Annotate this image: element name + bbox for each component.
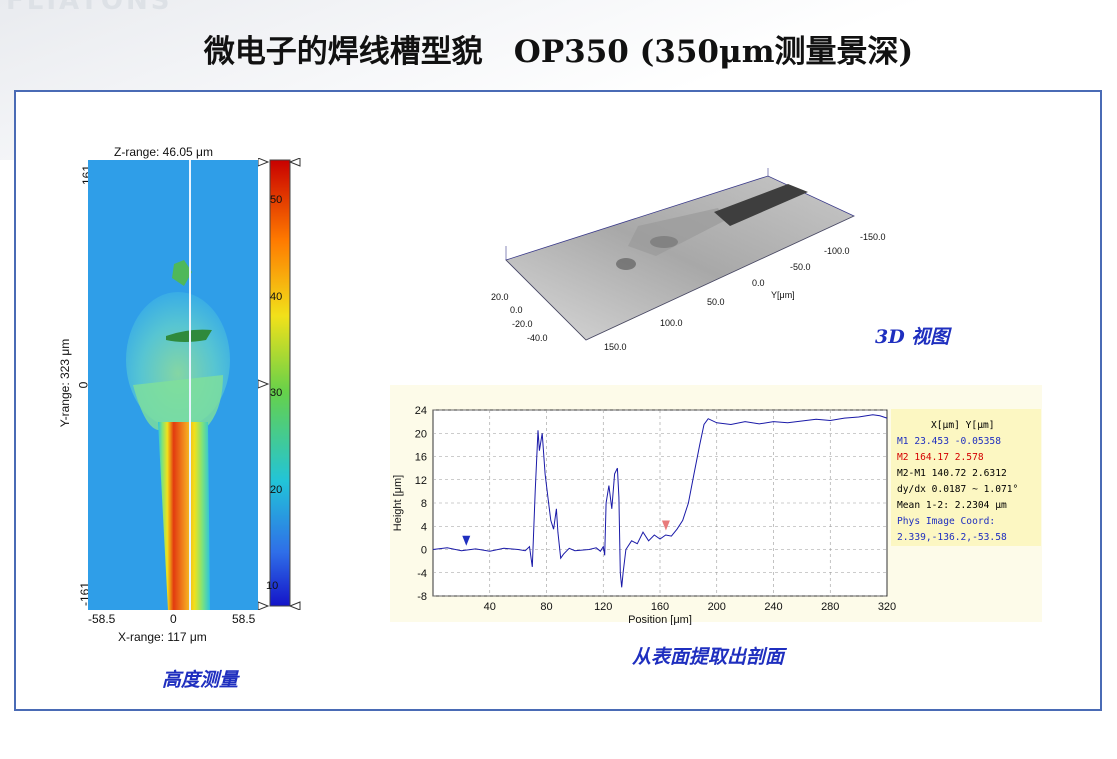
height-map[interactable] — [88, 160, 258, 610]
x-tick-neg58: -58.5 — [88, 612, 116, 626]
x-tick-label: 120 — [594, 601, 612, 613]
info-m2-m1: M2-M1 140.72 2.6312 — [897, 468, 1007, 479]
view3d-y-tick-0: 0.0 — [752, 278, 765, 288]
x-tick-label: 280 — [821, 601, 839, 613]
x-axis-label: Position [μm] — [628, 614, 692, 625]
x-tick-label: 80 — [540, 601, 552, 613]
y-tick-label: 20 — [415, 428, 427, 440]
marker-info-box: X[μm] Y[μm] M1 23.453 -0.05358 M2 164.17… — [891, 409, 1041, 546]
info-dydx: dy/dx 0.0187 ~ 1.071° — [897, 484, 1019, 495]
x-tick-label: 160 — [651, 601, 669, 613]
info-phys-label: Phys Image Coord: — [897, 516, 996, 527]
x-tick-label: 240 — [764, 601, 782, 613]
view3d-y-tick-50: 50.0 — [707, 297, 725, 307]
caption-3d-view: 3D 视图 — [875, 326, 950, 348]
y-tick-label: 0 — [421, 545, 427, 557]
view3d-y-tick-100: 100.0 — [660, 318, 683, 328]
info-m1: M1 23.453 -0.05358 — [897, 436, 1001, 447]
z-range-label: Z-range: 46.05 μm — [114, 145, 213, 159]
info-phys-coord: 2.339,-136.2,-53.58 — [897, 532, 1007, 543]
view3d-y-label: Y[μm] — [771, 290, 795, 300]
x-range-label: X-range: 117 μm — [118, 630, 207, 644]
view3d-x-tick-neg40: -40.0 — [527, 333, 548, 343]
colorbar-tick-10: 10 — [266, 580, 279, 592]
x-tick-58: 58.5 — [232, 612, 256, 626]
y-tick-label: -8 — [417, 591, 427, 603]
view3d-y-tick-neg150: -150.0 — [860, 232, 886, 242]
marker-m1 — [462, 535, 471, 546]
y-tick-label: 16 — [415, 452, 427, 464]
x-tick-label: 320 — [878, 601, 896, 613]
colorbar-tick-50: 50 — [270, 194, 283, 206]
colorbar-tick-30: 30 — [270, 387, 283, 399]
y-tick-label: 8 — [421, 498, 427, 510]
view3d-x-tick-neg20: -20.0 — [512, 319, 533, 329]
view3d-y-tick-150: 150.0 — [604, 342, 627, 352]
info-header: X[μm] Y[μm] — [931, 420, 995, 431]
view3d-y-tick-neg50: -50.0 — [790, 262, 811, 272]
view3d-x-tick-20: 20.0 — [491, 292, 509, 302]
colorbar-tick-40: 40 — [270, 291, 283, 303]
x-tick-0: 0 — [170, 612, 177, 626]
info-mean: Mean 1-2: 2.2304 μm — [897, 500, 1007, 511]
colorbar-tick-20: 20 — [270, 484, 283, 496]
y-range-label: Y-range: 323 μm — [58, 338, 72, 428]
caption-profile: 从表面提取出剖面 — [632, 646, 785, 668]
caption-height: 高度测量 — [162, 669, 239, 691]
brand-watermark: FLIATONS — [6, 0, 173, 16]
colorbar — [258, 158, 301, 610]
marker-m2 — [661, 520, 670, 531]
x-tick-label: 40 — [484, 601, 496, 613]
info-m2: M2 164.17 2.578 — [897, 452, 984, 463]
y-tick-label: -4 — [417, 568, 427, 580]
y-axis-label: Height [μm] — [392, 475, 404, 531]
y-tick-label: 12 — [415, 475, 427, 487]
x-tick-label: 200 — [708, 601, 726, 613]
profile-series-line — [432, 414, 888, 588]
view3d-x-tick-0: 0.0 — [510, 305, 523, 315]
view3d-y-tick-neg100: -100.0 — [824, 246, 850, 256]
surface-3d-view[interactable] — [488, 168, 898, 358]
y-tick-label: 4 — [421, 521, 427, 533]
page-title: 微电子的焊线槽型貌 OP350 (350μm测量景深) — [203, 34, 914, 70]
y-tick-label: 24 — [415, 405, 427, 417]
